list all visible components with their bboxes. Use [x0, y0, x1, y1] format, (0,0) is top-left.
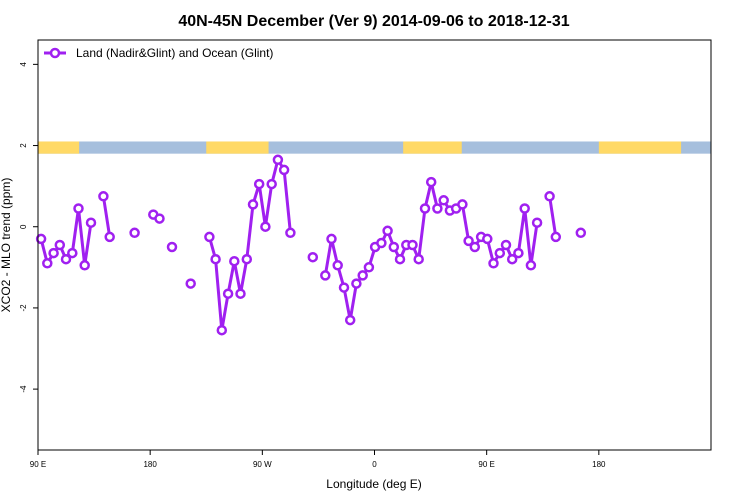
legend-marker — [49, 47, 61, 59]
y-tick-label: 4 — [19, 62, 28, 67]
data-point — [344, 314, 356, 326]
data-point — [575, 227, 587, 239]
data-point — [166, 241, 178, 253]
data-point — [463, 235, 474, 247]
data-point — [413, 253, 424, 265]
data-point — [272, 154, 284, 166]
land-segment — [38, 141, 80, 154]
data-point — [253, 178, 265, 190]
chart-title: 40N-45N December (Ver 9) 2014-09-06 to 2… — [178, 13, 569, 30]
data-point — [513, 247, 524, 259]
data-point — [382, 225, 393, 237]
data-point — [494, 247, 506, 259]
data-point — [260, 221, 271, 232]
data-point — [544, 191, 555, 202]
x-tick-label: 90 E — [478, 460, 494, 469]
data-point — [363, 262, 375, 273]
data-point — [407, 239, 418, 251]
y-tick-label: 2 — [19, 143, 28, 148]
data-point — [278, 164, 290, 176]
x-axis: 90 E 180 90 W 0 90 E 180 — [30, 450, 606, 469]
data-point — [210, 253, 221, 265]
data-point — [241, 253, 253, 265]
x-axis-label: Longitude (deg E) — [326, 477, 421, 491]
land-segment — [598, 141, 682, 154]
data-point — [394, 253, 406, 265]
data-point — [525, 260, 537, 271]
data-point — [488, 258, 499, 269]
data-point — [506, 253, 518, 265]
series-line — [323, 180, 539, 322]
y-tick-label: 0 — [19, 224, 28, 229]
data-point — [247, 199, 259, 210]
data-point — [351, 278, 362, 289]
data-point — [482, 233, 493, 245]
data-point — [235, 288, 246, 299]
data-point — [285, 227, 296, 239]
data-point — [216, 324, 228, 336]
data-point — [550, 231, 562, 243]
data-point — [185, 278, 196, 289]
data-point — [73, 203, 84, 214]
data-point — [320, 270, 331, 281]
y-axis: -4 -2 0 2 4 — [19, 62, 38, 393]
data-point — [104, 231, 115, 243]
data-point — [85, 217, 97, 228]
x-tick-label: 90 W — [253, 460, 272, 469]
data-point — [60, 253, 72, 265]
data-point — [42, 258, 53, 269]
data-point — [98, 191, 109, 202]
data-point — [357, 270, 368, 281]
data-point — [326, 233, 337, 245]
data-point — [35, 233, 47, 245]
data-point — [79, 260, 90, 271]
y-axis-label: XCO2 - MLO trend (ppm) — [0, 178, 13, 313]
data-point — [388, 241, 400, 253]
series-layer — [35, 154, 587, 336]
data-point — [376, 237, 387, 249]
landmask-bar — [38, 141, 711, 154]
data-point — [307, 251, 319, 263]
data-point — [129, 227, 140, 239]
data-point — [432, 203, 443, 214]
x-tick-label: 180 — [592, 460, 606, 469]
data-point — [500, 239, 512, 251]
data-point — [438, 195, 449, 206]
data-point — [204, 231, 215, 243]
data-point — [222, 288, 234, 299]
series-line — [101, 196, 112, 238]
data-point — [531, 217, 543, 228]
data-point — [54, 239, 66, 251]
data-point — [457, 199, 468, 210]
land-segment — [206, 141, 269, 154]
x-tick-label: 90 E — [30, 460, 46, 469]
data-point — [332, 260, 343, 271]
data-point — [48, 247, 59, 259]
series-line — [548, 196, 558, 238]
data-point — [266, 178, 277, 190]
legend-label: Land (Nadir&Glint) and Ocean (Glint) — [76, 46, 273, 60]
data-point — [229, 255, 240, 267]
data-point — [154, 213, 165, 224]
data-point — [469, 241, 481, 253]
data-point — [425, 176, 437, 188]
data-point — [519, 203, 530, 214]
x-tick-label: 0 — [372, 460, 377, 469]
x-tick-label: 180 — [143, 460, 157, 469]
legend: Land (Nadir&Glint) and Ocean (Glint) — [44, 46, 273, 60]
land-segment — [403, 141, 462, 154]
data-point — [419, 203, 431, 214]
data-point — [338, 282, 350, 293]
y-tick-label: -4 — [19, 385, 28, 393]
series-line — [207, 158, 292, 332]
y-tick-label: -2 — [19, 304, 28, 312]
data-point — [67, 247, 78, 259]
